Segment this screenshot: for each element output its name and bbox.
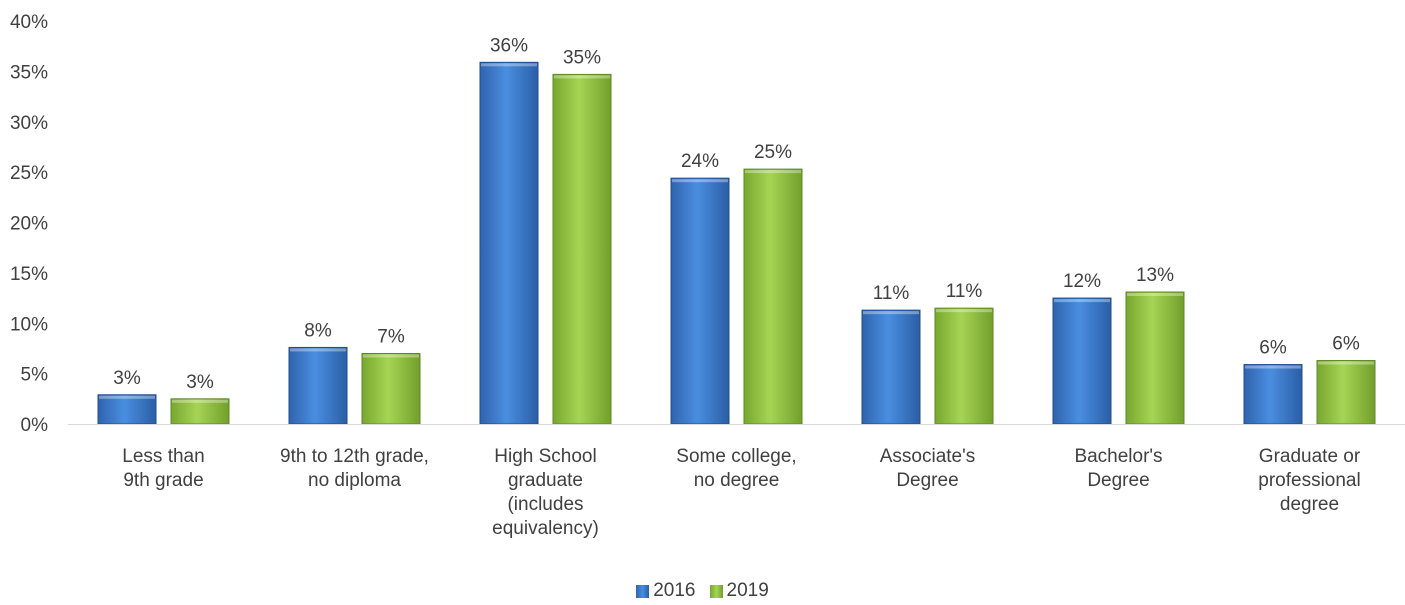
category-label-4: Associate's Degree — [880, 446, 976, 491]
bar-highlight — [481, 63, 537, 67]
category-label-line: no diploma — [308, 470, 401, 491]
bar-2016-5 — [1052, 297, 1112, 425]
bar-highlight — [172, 399, 228, 403]
y-tick-label: 25% — [10, 163, 48, 184]
category-label-line: High School — [494, 446, 596, 467]
data-label-2019-4: 11% — [946, 281, 983, 302]
bar-2019-3 — [743, 168, 803, 425]
bar-2019-4 — [934, 307, 994, 425]
bar-highlight — [290, 348, 346, 352]
bar-highlight — [1054, 299, 1110, 303]
bar-2019-5 — [1125, 291, 1185, 425]
data-label-2016-6: 6% — [1259, 338, 1287, 359]
bar-highlight — [672, 179, 728, 183]
category-label-line: no degree — [694, 470, 780, 491]
bar-2019-6 — [1316, 360, 1376, 425]
bar-2019-1 — [361, 352, 421, 425]
x-axis: Less than 9th grade 9th to 12th grade, no d… — [68, 424, 1405, 539]
bar-2016-0 — [97, 394, 157, 425]
category-label-line: degree — [1280, 494, 1339, 515]
bar-2016-6 — [1243, 364, 1303, 425]
data-label-2016-2: 36% — [490, 35, 528, 56]
data-label-2016-1: 8% — [304, 320, 332, 341]
data-label-2019-2: 35% — [563, 47, 601, 68]
bar-highlight — [745, 170, 801, 174]
category-label-6: Graduate or professional degree — [1258, 446, 1361, 515]
category-label-line: (includes — [507, 494, 583, 515]
category-label-line: Degree — [1087, 470, 1149, 491]
y-tick-label: 15% — [10, 264, 48, 285]
y-tick-label: 10% — [10, 314, 48, 335]
data-label-2016-3: 24% — [681, 151, 719, 172]
y-tick-label: 35% — [10, 62, 48, 83]
legend-item-2016: 2016 — [636, 580, 696, 602]
category-label-line: 9th to 12th grade, — [280, 446, 429, 467]
bar-2016-1 — [288, 346, 348, 425]
category-label-line: graduate — [508, 470, 583, 491]
category-label-line: 9th grade — [123, 470, 203, 491]
legend-item-2019: 2019 — [709, 580, 769, 602]
bar-2019-0 — [170, 398, 230, 425]
legend-swatch-2019 — [709, 584, 723, 598]
data-labels: 3% 3% 8% 7% 36% 35% 24% 25% 11% 11% 12% 13% 6% 6% — [113, 35, 1360, 393]
bar-highlight — [1127, 293, 1183, 297]
category-label-line: Bachelor's — [1074, 446, 1162, 467]
category-label-line: equivalency) — [492, 518, 599, 539]
bar-2016-4 — [861, 309, 921, 425]
legend-label-2019: 2019 — [726, 580, 769, 601]
y-tick-label: 40% — [10, 12, 48, 33]
y-tick-label: 20% — [10, 214, 48, 235]
category-label-0: Less than 9th grade — [122, 446, 204, 491]
bar-2016-2 — [479, 61, 539, 425]
bar-highlight — [363, 354, 419, 358]
bar-highlight — [936, 309, 992, 313]
category-label-1: 9th to 12th grade, no diploma — [280, 446, 429, 491]
legend: 2016 2019 — [0, 580, 1405, 602]
y-tick-label: 0% — [21, 415, 49, 436]
bar-highlight — [863, 311, 919, 315]
category-label-line: Graduate or — [1259, 446, 1361, 467]
data-label-2016-4: 11% — [873, 283, 910, 304]
legend-swatch-2016 — [636, 584, 650, 598]
bar-highlight — [554, 75, 610, 79]
category-label-line: professional — [1258, 470, 1360, 491]
y-axis: 0% 5% 10% 15% 20% 25% 30% 35% 40% — [10, 12, 48, 436]
bar-2019-2 — [552, 73, 612, 425]
data-label-2019-0: 3% — [186, 372, 214, 393]
y-tick-label: 5% — [21, 365, 49, 386]
bars — [97, 61, 1376, 425]
data-label-2016-0: 3% — [113, 368, 141, 389]
category-label-line: Less than — [122, 446, 204, 467]
legend-label-2016: 2016 — [653, 580, 696, 601]
data-label-2016-5: 12% — [1063, 271, 1101, 292]
bar-2016-3 — [670, 177, 730, 425]
category-label-3: Some college, no degree — [676, 446, 796, 491]
data-label-2019-3: 25% — [754, 142, 792, 163]
category-label-line: Some college, — [676, 446, 796, 467]
bar-highlight — [1245, 365, 1301, 369]
category-label-line: Degree — [896, 470, 958, 491]
data-label-2019-5: 13% — [1136, 265, 1174, 286]
data-label-2019-6: 6% — [1332, 334, 1360, 355]
category-label-line: Associate's — [880, 446, 976, 467]
bar-highlight — [1318, 361, 1374, 365]
y-tick-label: 30% — [10, 113, 48, 134]
bar-chart: 0% 5% 10% 15% 20% 25% 30% 35% 40% 3% 3% 8% 7% 36% 35%… — [10, 12, 1405, 539]
category-label-5: Bachelor's Degree — [1074, 446, 1162, 491]
bar-highlight — [99, 395, 155, 399]
category-label-2: High School graduate (includes equivalency) — [492, 446, 599, 539]
data-label-2019-1: 7% — [377, 326, 405, 347]
